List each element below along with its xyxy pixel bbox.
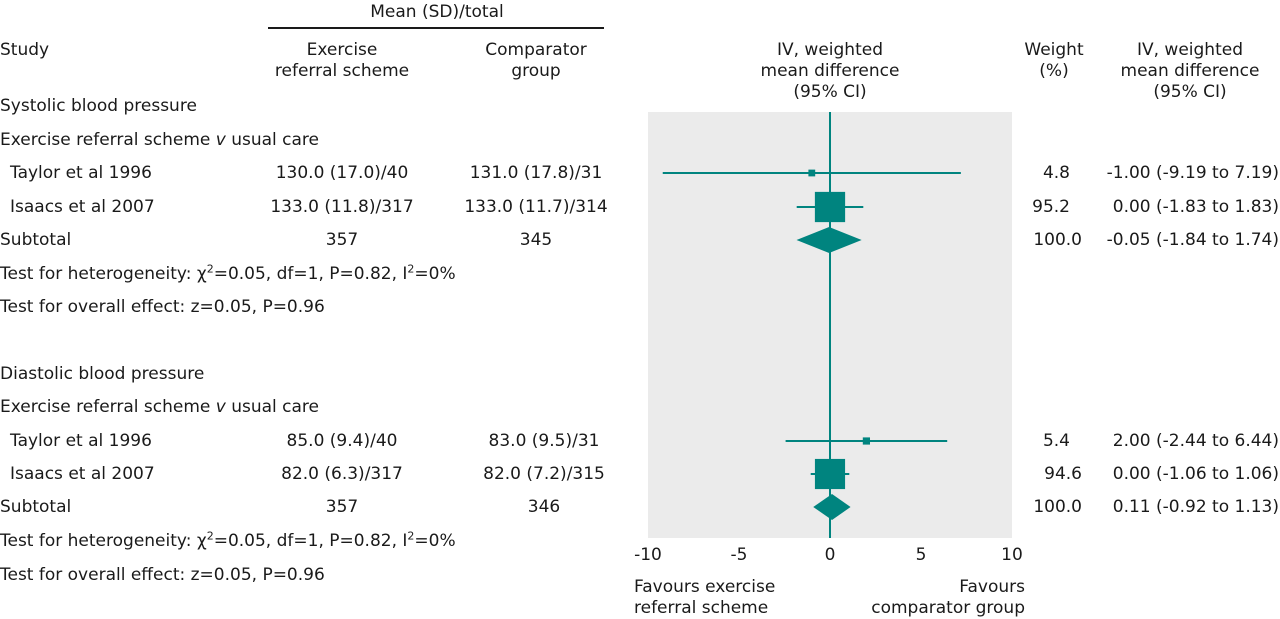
comparator-value: 131.0 (17.8)/31: [469, 163, 603, 183]
superscript: 2: [206, 262, 214, 276]
exercise-value: 130.0 (17.0)/40: [275, 163, 409, 183]
study-name: Isaacs et al 2007: [10, 464, 155, 484]
subtotal-diamond: [813, 494, 851, 520]
weight-value: 95.2: [1032, 197, 1070, 217]
x-tick-label: 5: [916, 545, 927, 565]
subgroup-title-versus: v: [215, 130, 226, 150]
x-tick-label: -10: [634, 545, 662, 565]
favours-right-line1: Favours: [959, 577, 1025, 597]
section-title: Diastolic blood pressure: [0, 364, 205, 384]
plot-column-header-line2: mean difference: [760, 61, 900, 81]
subgroup-title-part: Exercise referral scheme: [0, 130, 216, 150]
weight-value: 5.4: [1042, 431, 1070, 451]
effect-column-header-line3: (95% CI): [1153, 82, 1227, 102]
subgroup-title: Exercise referral scheme v usual care: [0, 130, 319, 150]
study-name: Taylor et al 1996: [10, 163, 152, 183]
heterogeneity-part: Test for heterogeneity:: [0, 264, 197, 284]
effect-column-header-line2: mean difference: [1120, 61, 1260, 81]
comparator-value: 82.0 (7.2)/315: [483, 464, 605, 484]
subtotal-diamond: [796, 227, 862, 253]
effect-marker: [814, 191, 846, 223]
effect-marker: [808, 169, 816, 177]
favours-right-line2: comparator group: [871, 598, 1025, 618]
exercise-value: 133.0 (11.8)/317: [270, 197, 414, 217]
subtotal-label: Subtotal: [0, 230, 72, 250]
subtotal-weight: 100.0: [1033, 497, 1082, 517]
subgroup-title-part: usual care: [225, 397, 320, 417]
subgroup-title-part: Exercise referral scheme: [0, 397, 216, 417]
x-tick-label: -5: [731, 545, 748, 565]
subtotal-comparator: 346: [527, 497, 561, 517]
effect-value: 0.00 (-1.06 to 1.06): [1112, 464, 1279, 484]
subgroup-title-part: usual care: [225, 130, 320, 150]
exercise-column-header-line1: Exercise: [306, 40, 378, 60]
weight-column-header-line2: (%): [1039, 61, 1069, 81]
subtotal-exercise: 357: [325, 230, 359, 250]
subtotal-exercise: 357: [325, 497, 359, 517]
x-tick-label: 10: [1001, 545, 1023, 565]
effect-marker: [862, 437, 871, 445]
subtotal-weight: 100.0: [1033, 230, 1082, 250]
subtotal-label: Subtotal: [0, 497, 72, 517]
subgroup-title-versus: v: [215, 397, 226, 417]
comparator-column-header-line2: group: [511, 61, 561, 81]
comparator-value: 83.0 (9.5)/31: [488, 431, 600, 451]
heterogeneity-test: Test for heterogeneity: χ2=0.05, df=1, P…: [0, 529, 456, 551]
heterogeneity-test: Test for heterogeneity: χ2=0.05, df=1, P…: [0, 262, 456, 284]
superscript: 2: [407, 529, 415, 543]
plot-column-header-line3: (95% CI): [793, 82, 867, 102]
section-title: Systolic blood pressure: [0, 96, 197, 116]
group-header-rule: [268, 27, 604, 29]
comparator-column-header-line1: Comparator: [485, 40, 587, 60]
favours-left-line1: Favours exercise: [634, 577, 776, 597]
heterogeneity-part: Test for heterogeneity:: [0, 531, 197, 551]
weight-value: 94.6: [1044, 464, 1082, 484]
overall-effect-test: Test for overall effect: z=0.05, P=0.96: [0, 565, 325, 585]
heterogeneity-part: =0%: [414, 264, 456, 284]
subtotal-comparator: 345: [519, 230, 553, 250]
superscript: 2: [407, 262, 415, 276]
subtotal-effect: -0.05 (-1.84 to 1.74): [1106, 230, 1279, 250]
exercise-value: 85.0 (9.4)/40: [286, 431, 398, 451]
effect-marker: [814, 458, 846, 490]
favours-left-line2: referral scheme: [634, 598, 769, 618]
study-name: Taylor et al 1996: [10, 431, 152, 451]
effect-value: -1.00 (-9.19 to 7.19): [1106, 163, 1279, 183]
comparator-value: 133.0 (11.7)/314: [464, 197, 608, 217]
study-column-header: Study: [0, 40, 50, 60]
heterogeneity-part: =0.05, df=1, P=0.82, I: [213, 264, 408, 284]
overall-effect-test: Test for overall effect: z=0.05, P=0.96: [0, 297, 325, 317]
exercise-column-header-line2: referral scheme: [274, 61, 410, 81]
effect-value: 0.00 (-1.83 to 1.83): [1112, 197, 1279, 217]
subgroup-title: Exercise referral scheme v usual care: [0, 397, 319, 417]
weight-column-header-line1: Weight: [1024, 40, 1084, 60]
heterogeneity-part: =0%: [414, 531, 456, 551]
subtotal-effect: 0.11 (-0.92 to 1.13): [1112, 497, 1279, 517]
heterogeneity-part: =0.05, df=1, P=0.82, I: [213, 531, 408, 551]
superscript: 2: [206, 529, 214, 543]
effect-value: 2.00 (-2.44 to 6.44): [1112, 431, 1279, 451]
effect-column-header-line1: IV, weighted: [1136, 40, 1244, 60]
group-header-title: Mean (SD)/total: [370, 2, 504, 22]
weight-value: 4.8: [1042, 163, 1070, 183]
chi-symbol: χ: [196, 264, 207, 284]
x-tick-label: 0: [825, 545, 836, 565]
plot-column-header-line1: IV, weighted: [776, 40, 884, 60]
study-name: Isaacs et al 2007: [10, 197, 155, 217]
exercise-value: 82.0 (6.3)/317: [281, 464, 403, 484]
chi-symbol: χ: [196, 531, 207, 551]
